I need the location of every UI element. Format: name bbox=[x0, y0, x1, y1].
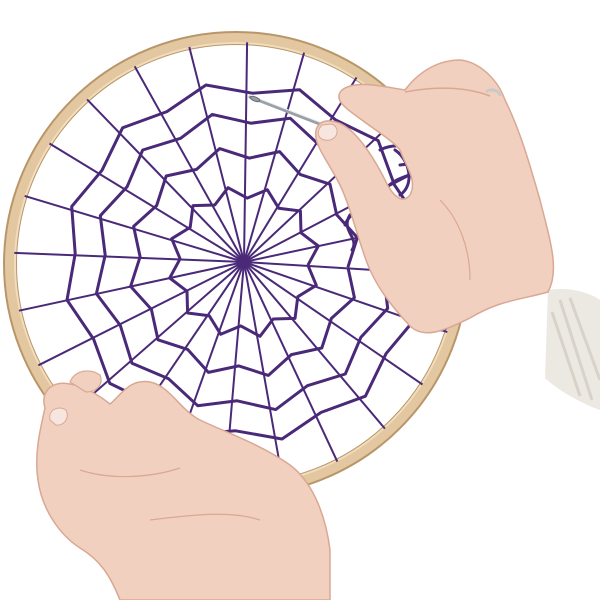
yarn-spoke bbox=[48, 142, 245, 263]
yarn-web-round bbox=[129, 147, 359, 377]
yarn-spoke bbox=[243, 261, 339, 463]
needle bbox=[248, 95, 332, 130]
yarn-spoke bbox=[243, 42, 249, 263]
yarn-spoke bbox=[37, 261, 245, 367]
yarn-center-knot bbox=[239, 257, 249, 267]
yarn-spoke bbox=[243, 52, 306, 263]
yarn-spoke bbox=[243, 261, 424, 386]
yarn-spoke bbox=[188, 46, 245, 263]
yarn-spoke bbox=[243, 261, 284, 482]
yarn-spoke bbox=[243, 76, 358, 263]
yarn-web-round bbox=[168, 186, 320, 338]
yarn-spoke bbox=[133, 65, 245, 263]
right-hand bbox=[314, 59, 600, 410]
yarn-spoke bbox=[14, 251, 245, 263]
yarn-web-round bbox=[65, 83, 423, 441]
left-hand bbox=[35, 370, 331, 600]
yarn-spoke bbox=[243, 261, 386, 430]
